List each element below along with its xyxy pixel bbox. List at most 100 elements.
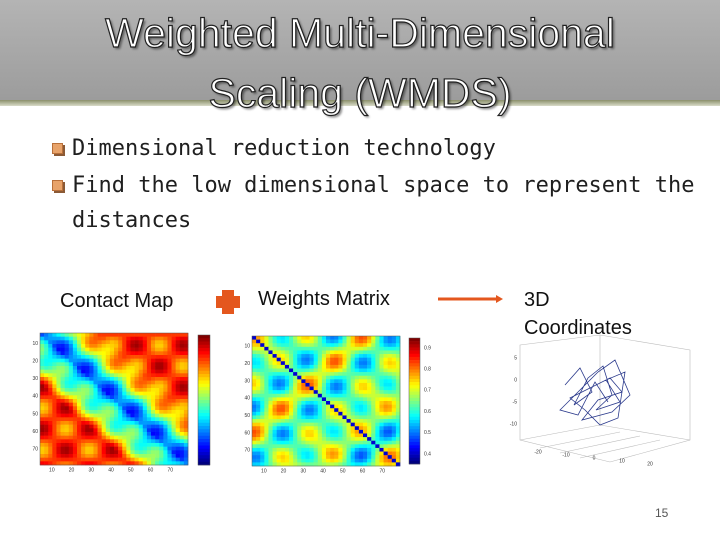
heatmap-cell: [252, 339, 257, 344]
heatmap-cell: [280, 444, 286, 449]
heatmap-cell: [387, 354, 393, 358]
heatmap-cell: [151, 443, 156, 447]
heatmap-cell: [93, 457, 98, 462]
heatmap-cell: [354, 372, 360, 377]
heatmap-cell: [60, 454, 65, 458]
heatmap-cell: [77, 333, 82, 337]
colorbar-cell: [198, 377, 210, 381]
heatmap-cell: [354, 346, 360, 351]
heatmap-cell: [358, 382, 364, 387]
heatmap-cell: [175, 395, 181, 400]
heatmap-cell: [334, 429, 339, 434]
heatmap-cell: [60, 344, 65, 348]
heatmap-cell: [297, 422, 302, 427]
heatmap-cell: [44, 362, 49, 367]
heatmap-cell: [260, 386, 265, 391]
heatmap-cell: [130, 432, 135, 436]
colorbar-cell: [409, 344, 420, 348]
heatmap-cell: [313, 346, 319, 351]
heatmap-cell: [309, 455, 314, 460]
heatmap-cell: [313, 368, 319, 373]
heatmap-cell: [118, 333, 123, 337]
heatmap-cell: [126, 454, 131, 458]
heatmap-cell: [280, 368, 286, 373]
heatmap-cell: [130, 395, 135, 400]
flow-label: Contact Map: [60, 290, 174, 312]
heatmap-cell: [40, 446, 45, 451]
heatmap-cell: [252, 393, 257, 398]
heatmap-cell: [305, 437, 310, 442]
heatmap-cell: [155, 454, 160, 458]
heatmap-cell: [114, 340, 119, 345]
heatmap-cell: [346, 429, 351, 434]
heatmap-cell: [134, 344, 139, 348]
heatmap-cell: [321, 379, 327, 384]
heatmap-cell: [122, 362, 127, 367]
heatmap-cell: [260, 422, 265, 427]
heatmap-cell: [375, 382, 380, 387]
heatmap-cell: [85, 344, 90, 348]
heatmap-cell: [44, 421, 49, 425]
heatmap-cell: [350, 462, 356, 467]
colorbar-cell: [198, 354, 210, 359]
heatmap-cell: [379, 390, 384, 395]
heatmap-cell: [134, 347, 139, 352]
heatmap-cell: [118, 439, 123, 444]
heatmap-cell: [313, 415, 319, 420]
heatmap-cell: [85, 380, 90, 385]
heatmap-cell: [276, 375, 282, 380]
heatmap-cell: [183, 435, 189, 440]
heatmap-cell: [256, 346, 261, 351]
heatmap-cell: [175, 461, 181, 466]
heatmap-cell: [64, 410, 70, 414]
heatmap-cell: [276, 440, 282, 445]
heatmap-cell: [175, 369, 181, 374]
heatmap-cell: [280, 361, 286, 366]
heatmap-cell: [338, 346, 343, 351]
heatmap-cell: [167, 344, 172, 348]
heatmap-cell: [342, 462, 347, 467]
heatmap-cell: [167, 421, 172, 425]
heatmap-cell: [93, 406, 98, 411]
heatmap-cell: [268, 444, 273, 449]
heatmap-cell: [280, 393, 286, 398]
colorbar-tick-label: 0.5: [424, 430, 431, 436]
heatmap-cell: [321, 368, 327, 373]
heatmap-cell: [101, 373, 107, 378]
heatmap-cell: [367, 451, 372, 456]
heatmap-cell: [81, 457, 86, 462]
heatmap-cell: [387, 447, 393, 452]
heatmap-cell: [276, 444, 282, 449]
heatmap-cell: [367, 382, 372, 387]
heatmap-cell: [105, 336, 111, 341]
heatmap-cell: [367, 440, 372, 445]
heatmap-cell: [272, 440, 277, 445]
heatmap-cell: [260, 390, 265, 395]
heatmap-cell: [138, 351, 144, 356]
heatmap-cell: [85, 435, 90, 440]
heatmap-cell: [371, 462, 376, 467]
heatmap-cell: [264, 350, 269, 355]
heatmap-cell: [183, 384, 189, 389]
heatmap-cell: [358, 390, 364, 395]
heatmap-cell: [60, 428, 65, 433]
heatmap-cell: [354, 455, 360, 460]
heatmap-cell: [101, 388, 107, 392]
heatmap-cell: [109, 406, 115, 411]
heatmap-cell: [264, 336, 269, 340]
colorbar: [408, 337, 421, 465]
heatmap-cell: [122, 413, 127, 418]
heatmap-cell: [146, 366, 152, 370]
heatmap-cell: [56, 377, 61, 381]
colorbar-tick-label: 0.6: [424, 409, 431, 415]
heatmap-cell: [280, 433, 286, 438]
heatmap-cell: [142, 443, 148, 447]
heatmap-cell: [81, 439, 86, 444]
heatmap-cell: [321, 339, 327, 344]
heatmap-cell: [330, 433, 335, 438]
colorbar-cell: [198, 344, 210, 349]
heatmap-cell: [142, 421, 148, 425]
heatmap-cell: [163, 351, 168, 356]
heatmap-cell: [138, 446, 144, 451]
heatmap-cell: [101, 355, 107, 359]
